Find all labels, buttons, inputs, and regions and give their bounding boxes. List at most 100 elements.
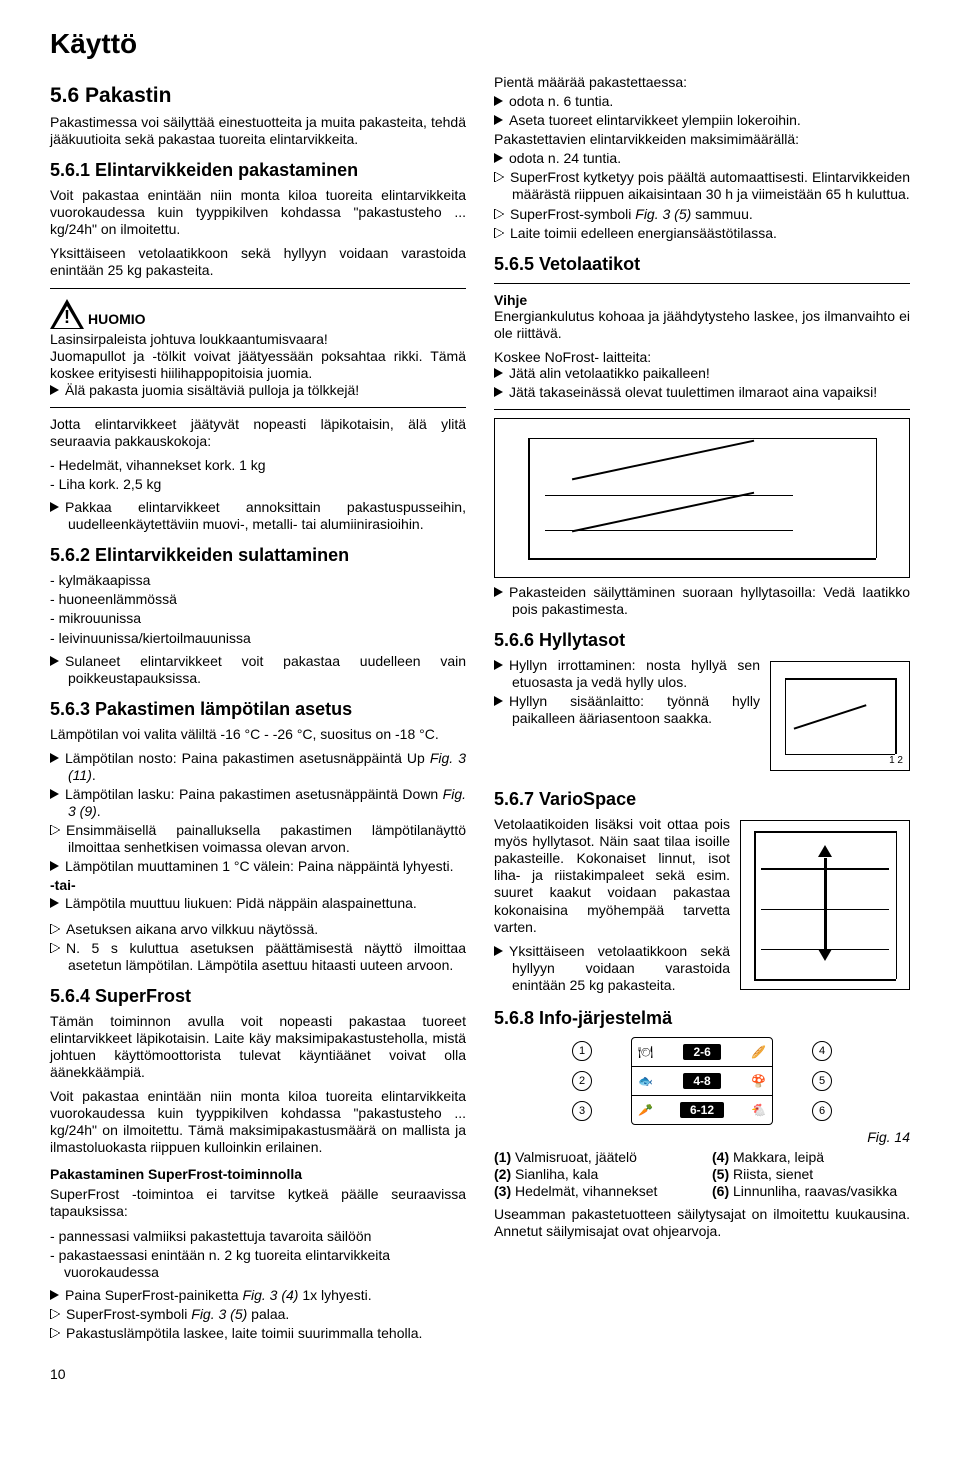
left-column: 5.6 Pakastin Pakastimessa voi säilyttää …: [50, 74, 466, 1344]
p-565a: Energiankulutus kohoaa ja jäähdytysteho …: [494, 308, 910, 342]
p-565c: Jätä alin vetolaatikko paikalleen!: [494, 365, 910, 382]
h-563: 5.6.3 Pakastimen lämpötilan asetus: [50, 699, 466, 720]
outline-arrow-icon: [494, 228, 504, 238]
info-screen: 🍽 2-6 🥖 🐟 4-8 🍄 🥕 6-12 🐔: [631, 1037, 773, 1125]
rule: [494, 283, 910, 284]
list-item: huoneenlämmössä: [50, 591, 466, 608]
p-564f: Pakastuslämpötila laskee, laite toimii s…: [50, 1325, 466, 1342]
callout-5: 5: [812, 1071, 832, 1091]
list-item: Hedelmät, vihannekset kork. 1 kg: [50, 457, 466, 474]
p-563c: Lämpötilan lasku: Paina pakastimen asetu…: [50, 786, 466, 820]
info-mid: 2-6: [683, 1044, 720, 1060]
illustration-variospace: [740, 820, 910, 990]
h-568: 5.6.8 Info-järjestelmä: [494, 1008, 910, 1029]
food-icon: 🥖: [751, 1045, 766, 1059]
arrow-icon: [50, 898, 59, 908]
p-564d: Paina SuperFrost-painiketta Fig. 3 (4) 1…: [50, 1287, 466, 1304]
h-561: 5.6.1 Elintarvikkeiden pakastaminen: [50, 160, 466, 181]
illustration-drawer: [494, 418, 910, 578]
p-r5: odota n. 24 tuntia.: [494, 150, 910, 167]
rule: [494, 409, 910, 410]
p-564c: SuperFrost -toimintoa ei tarvitse kytkeä…: [50, 1186, 466, 1220]
fig-list-col: (4) Makkara, leipä (5) Riista, sienet (6…: [712, 1149, 910, 1200]
warn-3: Älä pakasta juomia sisältäviä pulloja ja…: [50, 382, 466, 399]
info-row: 🐟 4-8 🍄: [632, 1067, 772, 1096]
p-r1: Pientä määrää pakastettaessa:: [494, 74, 910, 91]
outline-arrow-icon: [50, 943, 60, 953]
list-item: (3) Hedelmät, vihannekset: [494, 1183, 692, 1200]
right-column: Pientä määrää pakastettaessa: odota n. 6…: [494, 74, 910, 1344]
callout-1: 1: [572, 1041, 592, 1061]
page-number: 10: [50, 1366, 910, 1382]
arrow-icon: [494, 153, 503, 163]
list-562: kylmäkaapissa huoneenlämmössä mikrouunis…: [50, 572, 466, 646]
food-icon: 🐟: [638, 1074, 653, 1088]
callout-4: 4: [812, 1041, 832, 1061]
list-item: Liha kork. 2,5 kg: [50, 476, 466, 493]
p-r4: Pakastettavien elintarvikkeiden maksimim…: [494, 131, 910, 148]
arrow-icon: [50, 1290, 59, 1300]
h-564s: Pakastaminen SuperFrost-toiminnolla: [50, 1166, 466, 1182]
info-mid: 6-12: [680, 1102, 724, 1118]
warning-icon: !: [50, 299, 84, 329]
warn-2: Juomapullot ja -tölkit voivat jäätyessää…: [50, 348, 466, 382]
list-item: (4) Makkara, leipä: [712, 1149, 910, 1166]
food-icon: 🍽: [638, 1045, 653, 1059]
arrow-icon: [494, 96, 503, 106]
outline-arrow-icon: [50, 1328, 60, 1338]
p-563f: Lämpötila muuttuu liukuen: Pidä näppäin …: [50, 895, 466, 912]
vihje: Vihje: [494, 292, 910, 308]
p-563h: N. 5 s kuluttua asetuksen päättämisestä …: [50, 940, 466, 974]
food-icon: 🐔: [751, 1103, 766, 1117]
illustration-shelf: 1 2: [770, 661, 910, 771]
p-565e: Pakasteiden säilyttäminen suoraan hyllyt…: [494, 584, 910, 618]
list-item: (6) Linnunliha, raavas/vasikka: [712, 1183, 910, 1200]
arrow-icon: [494, 696, 503, 706]
p-563d: Ensimmäisellä painalluksella pakastimen …: [50, 822, 466, 856]
arrow-icon: [50, 656, 59, 666]
arrow-icon: [50, 502, 59, 512]
warn-1: Lasinsirpaleista johtuva loukkaantumisva…: [50, 331, 466, 348]
h-565: 5.6.5 Vetolaatikot: [494, 254, 910, 275]
arrow-icon: [494, 115, 503, 125]
list-item: pakastaessasi enintään n. 2 kg tuoreita …: [50, 1247, 466, 1281]
p-564b: Voit pakastaa enintään niin monta kiloa …: [50, 1088, 466, 1156]
p-568: Useamman pakastetuotteen säilytysajat on…: [494, 1206, 910, 1240]
p-r8: Laite toimii edelleen energiansäästötila…: [494, 225, 910, 242]
outline-arrow-icon: [494, 209, 504, 219]
fig-list-col: (1) (1) Valmisruoat, jäätelöValmisruoat,…: [494, 1149, 692, 1200]
pakastin-intro: Pakastimessa voi säilyttää einestuotteit…: [50, 114, 466, 148]
arrow-icon: [50, 861, 59, 871]
h-564: 5.6.4 SuperFrost: [50, 986, 466, 1007]
p-565d: Jätä takaseinässä olevat tuulettimen ilm…: [494, 384, 910, 401]
rule: [50, 407, 466, 408]
arrow-icon: [50, 753, 59, 763]
outline-arrow-icon: [50, 1309, 60, 1319]
callout-6: 6: [812, 1101, 832, 1121]
info-row: 🍽 2-6 🥖: [632, 1038, 772, 1067]
info-panel: 1 2 3 4 5 6 🍽 2-6 🥖 🐟 4-8 🍄: [572, 1037, 832, 1125]
p-r6: SuperFrost kytketyy pois päältä automaat…: [494, 169, 910, 203]
page: Käyttö 5.6 Pakastin Pakastimessa voi säi…: [0, 0, 960, 1402]
list-item: kylmäkaapissa: [50, 572, 466, 589]
fig-list: (1) (1) Valmisruoat, jäätelöValmisruoat,…: [494, 1149, 910, 1200]
p-r7: SuperFrost-symboli Fig. 3 (5) sammuu.: [494, 206, 910, 223]
p-563a: Lämpötilan voi valita väliltä -16 °C - -…: [50, 726, 466, 743]
list-item: (1) (1) Valmisruoat, jäätelöValmisruoat,…: [494, 1149, 692, 1166]
h-567: 5.6.7 VarioSpace: [494, 789, 910, 810]
p-564e: SuperFrost-symboli Fig. 3 (5) palaa.: [50, 1306, 466, 1323]
columns: 5.6 Pakastin Pakastimessa voi säilyttää …: [50, 74, 910, 1344]
arrow-icon: [494, 368, 503, 378]
callout-2: 2: [572, 1071, 592, 1091]
p-563b: Lämpötilan nosto: Paina pakastimen asetu…: [50, 750, 466, 784]
outline-arrow-icon: [50, 924, 60, 934]
list-item: leivinuunissa/kiertoilmauunissa: [50, 630, 466, 647]
p-562: Sulaneet elintarvikkeet voit pakastaa uu…: [50, 653, 466, 687]
page-title: Käyttö: [50, 28, 910, 60]
outline-arrow-icon: [50, 825, 60, 835]
tai: -tai-: [50, 877, 466, 893]
list-561: Hedelmät, vihannekset kork. 1 kg Liha ko…: [50, 457, 466, 493]
p-561c: Jotta elintarvikkeet jäätyvät nopeasti l…: [50, 416, 466, 450]
arrow-icon: [494, 946, 503, 956]
arrow-icon: [50, 385, 59, 395]
